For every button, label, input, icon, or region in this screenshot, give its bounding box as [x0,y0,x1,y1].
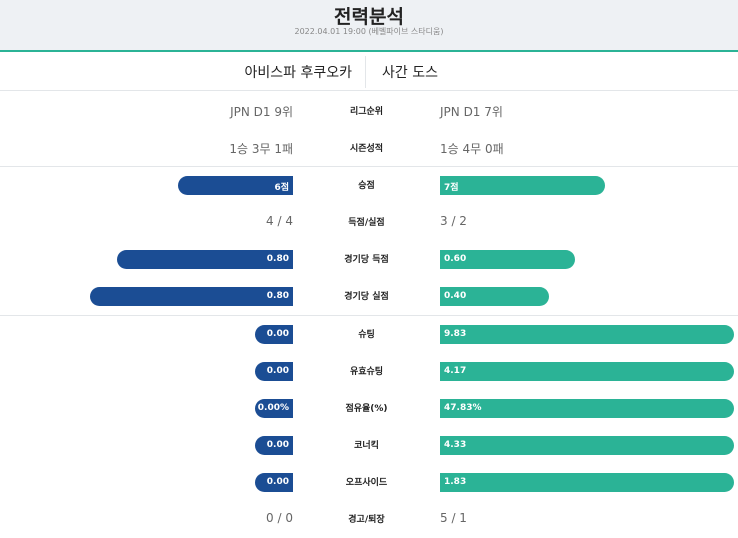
away-stat-bar: 0.40 [440,287,549,306]
stat-label: 시즌성적 [349,144,384,154]
stat-row: 0 / 0 5 / 1 경고/퇴장 [0,501,738,538]
away-stat-bar: 1.83 [440,473,734,492]
stat-row: 0.00 1.83 오프사이드 [0,464,738,501]
stat-label: 리그순위 [349,107,384,117]
away-stat-value: 0.60 [444,254,467,264]
stat-row: 0.00 4.33 코너킥 [0,427,738,464]
home-stat-value: 4 / 4 [266,214,293,228]
home-stat-bar: 0.00 [255,473,293,492]
away-stat-value: 7점 [444,183,459,193]
page-title: 전력분석 [334,6,404,28]
away-stat-bar: 9.83 [440,325,734,344]
stat-label: 코너킥 [354,441,379,451]
away-stat-bar: 0.60 [440,250,575,269]
stat-row: 0.00% 47.83% 점유율(%) [0,390,738,427]
stat-label: 슈팅 [358,330,375,340]
stat-row: 4 / 4 3 / 2 득점/실점 [0,204,738,241]
home-team-name[interactable]: 아비스파 후쿠오카 [244,65,353,81]
stat-row: 0.00 4.17 유효슈팅 [0,353,738,390]
stat-label: 경기당 실점 [344,292,389,302]
home-stat-value: JPN D1 9위 [230,105,293,119]
home-stat-bar: 0.00 [255,436,293,455]
away-stat-value: 5 / 1 [440,511,467,525]
stat-label: 득점/실점 [348,218,385,228]
stat-row: 0.80 0.60 경기당 득점 [0,241,738,278]
away-stat-value: 1.83 [444,477,467,487]
stat-row: 0.00 9.83 슈팅 [0,316,738,353]
home-stat-value: 0.80 [266,291,289,301]
section-divider [0,315,738,316]
away-stat-value: 1승 4무 0패 [440,142,504,156]
home-stat-value: 0.00 [266,477,289,487]
stat-row: 0.80 0.40 경기당 실점 [0,278,738,315]
stat-label: 경고/퇴장 [348,515,385,525]
away-team-name[interactable]: 사간 도스 [382,65,438,81]
stat-row: 6점 7점 승점 [0,167,738,204]
home-stat-value: 6점 [274,183,289,193]
team-header: 아비스파 후쿠오카 사간 도스 [0,52,738,91]
away-stat-value: 4.17 [444,366,467,376]
stat-label: 승점 [358,181,375,191]
header: 전력분석 2022.04.01 19:00 (베벨파이브 스타디움) [0,0,738,51]
home-stat-bar: 0.00 [255,362,293,381]
stat-label: 유효슈팅 [349,367,384,377]
team-divider [365,56,366,88]
accent-divider [0,50,738,52]
away-stat-bar: 4.17 [440,362,734,381]
home-stat-value: 0.80 [266,254,289,264]
stat-row: JPN D1 9위 JPN D1 7위 리그순위 [0,93,738,130]
home-stat-value: 0.00 [266,366,289,376]
away-stat-value: 4.33 [444,440,467,450]
home-stat-bar: 0.80 [90,287,293,306]
stat-label: 경기당 득점 [344,255,389,265]
stat-label: 점유율(%) [345,404,388,414]
away-stat-bar: 7점 [440,176,605,195]
home-stat-value: 0.00 [266,440,289,450]
away-stat-value: 9.83 [444,329,467,339]
home-stat-value: 1승 3무 1패 [229,142,293,156]
home-stat-value: 0.00 [266,329,289,339]
stat-label: 오프사이드 [345,478,388,488]
stat-row: 1승 3무 1패 1승 4무 0패 시즌성적 [0,130,738,167]
away-stat-value: 3 / 2 [440,214,467,228]
away-stat-bar: 47.83% [440,399,734,418]
home-stat-bar: 0.80 [117,250,293,269]
home-stat-bar: 0.00 [255,325,293,344]
match-info: 2022.04.01 19:00 (베벨파이브 스타디움) [294,27,444,36]
home-stat-value: 0.00% [257,403,289,413]
section-divider [0,166,738,167]
home-stat-bar: 6점 [178,176,293,195]
home-stat-bar: 0.00% [255,399,293,418]
away-stat-value: JPN D1 7위 [440,105,503,119]
away-stat-bar: 4.33 [440,436,734,455]
away-stat-value: 0.40 [444,291,467,301]
away-stat-value: 47.83% [444,403,482,413]
home-stat-value: 0 / 0 [266,511,293,525]
